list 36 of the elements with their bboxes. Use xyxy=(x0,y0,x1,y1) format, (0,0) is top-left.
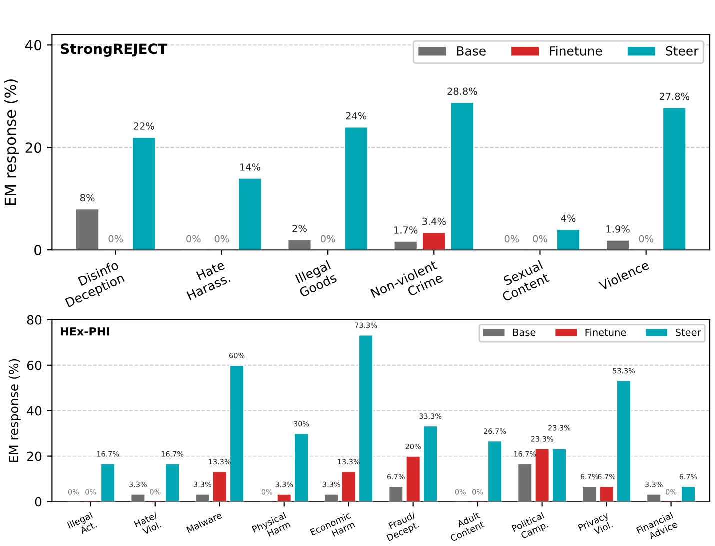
legend-label: Steer xyxy=(676,328,702,336)
data-label: 0% xyxy=(639,235,654,243)
legend-label: Base xyxy=(514,329,536,336)
legend-label: Finetune xyxy=(550,46,602,56)
data-label: 0% xyxy=(186,235,201,243)
y-tick-label: 80 xyxy=(27,315,42,325)
data-label: 0% xyxy=(320,235,336,243)
y-tick-label: 40 xyxy=(25,40,42,51)
data-label: 22% xyxy=(134,122,154,130)
y-tick-label: 40 xyxy=(27,406,42,416)
y-tick-label: 20 xyxy=(27,452,42,462)
data-label: 0% xyxy=(108,235,124,243)
data-label: 14% xyxy=(240,164,261,171)
data-label: 24% xyxy=(346,112,367,120)
text: HEx-PHI xyxy=(61,328,110,336)
data-label: 0% xyxy=(214,235,230,243)
y-axis-title: EM response (%) xyxy=(8,359,22,462)
text: StrongREJECT xyxy=(61,44,168,57)
data-label: 4% xyxy=(561,214,576,222)
data-label: 1.9% xyxy=(606,226,630,233)
y-tick-label: 60 xyxy=(27,360,42,370)
legend-label: Steer xyxy=(666,46,699,56)
y-tick-label: 20 xyxy=(26,142,42,154)
y-axis-title: EM response (%) xyxy=(4,80,20,206)
data-label: 3.4% xyxy=(422,218,446,226)
data-label: 0% xyxy=(504,235,520,243)
data-label: 1.7% xyxy=(394,226,418,234)
y-tick-label: 0 xyxy=(35,497,42,507)
legend-label: Base xyxy=(457,46,486,56)
data-label: 8% xyxy=(80,194,95,202)
data-label: 2% xyxy=(292,225,307,232)
y-tick-label: 0 xyxy=(34,245,42,256)
data-label: 28.8% xyxy=(448,88,478,96)
data-label: 27.8% xyxy=(660,92,690,100)
data-label: 0% xyxy=(533,235,548,243)
legend-label: Finetune xyxy=(586,328,626,336)
